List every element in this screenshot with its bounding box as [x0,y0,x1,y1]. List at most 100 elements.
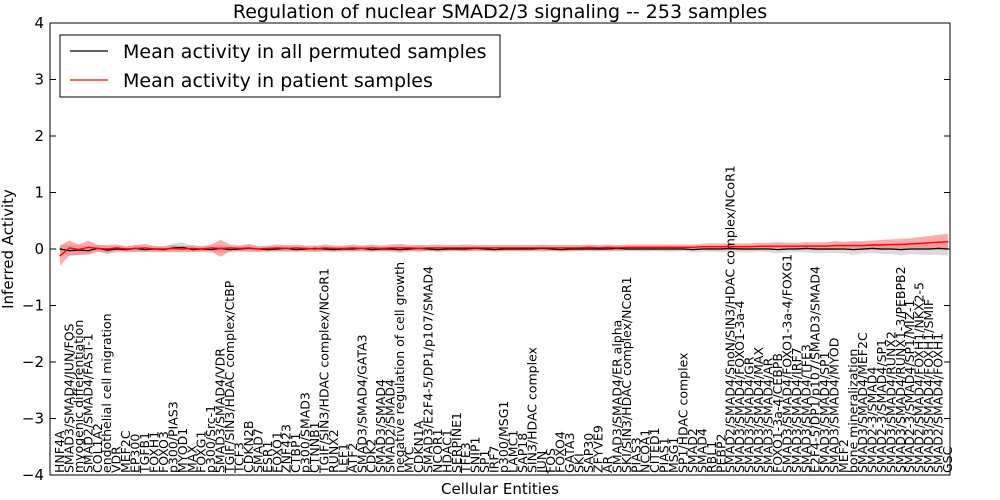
category-label: GSC [940,446,955,473]
category-label: PIAS1 [657,437,672,473]
category-label: CDKN2B [241,421,256,473]
patient-point [522,247,524,249]
patient-point [758,245,760,247]
permuted-point [730,247,732,249]
permuted-point [824,248,826,250]
category-label: SMAD3/SMAD4/ER alpha [609,320,624,473]
permuted-point [843,248,845,250]
permuted-point [191,249,193,251]
patient-point [286,247,288,249]
patient-point [843,245,845,247]
patient-point [494,247,496,249]
patient-point [739,246,741,248]
y-tick-label: 4 [34,14,44,32]
category-label: SMAD3/SMAD4/FOXO1-3a-4 [732,300,747,473]
permuted-point [569,248,571,250]
category-label: TGIF/SIN3/HDAC complex/CtBP [222,280,237,474]
patient-point [730,246,732,248]
series-lines [59,241,949,257]
category-label: ESR1 [260,441,275,473]
category-label: FOS [543,448,558,473]
y-tick-label: 0 [34,240,44,258]
category-label: RBL1 [704,441,719,473]
patient-point [541,247,543,249]
patient-point [116,247,118,249]
permuted-point [852,249,855,251]
category-label: MAX [184,445,199,473]
category-label: GATA3 [562,433,577,473]
category-label: TGIF/SIN3/HDAC complex/NCoR1 [317,268,332,474]
permuted-point [805,247,807,249]
category-label: SMAD3/E2F4-5/DP1/p107/SMAD4 [420,266,435,473]
category-label: FOXG1 [194,431,209,473]
permuted-point [909,248,911,250]
permuted-point [777,249,779,251]
patient-point [531,247,533,249]
category-label: SAP18 [515,433,530,473]
permuted-point [59,248,61,250]
patient-point [427,247,429,249]
permuted-point [834,248,836,250]
patient-point [512,247,515,249]
patient-point [588,246,590,248]
category-label: TFE3 [458,442,473,474]
patient-point [361,247,363,249]
permuted-point [210,249,212,251]
chart-title: Regulation of nuclear SMAD2/3 signaling … [233,1,767,23]
permuted-point [607,248,609,250]
permuted-point [427,248,429,250]
patient-point [626,246,628,248]
patient-point [106,248,108,250]
permuted-point [739,248,741,250]
category-label: SMAD3/SMAD4/FOXO1-3a-4/FOXG1 [779,254,794,473]
y-tick-label: 3 [34,71,44,89]
category-label: FOXH1 [147,431,162,473]
permuted-point [437,249,439,251]
category-label: p300/Src-1 [203,405,218,473]
permuted-point [531,248,533,250]
patient-point [560,247,562,249]
patient-point [305,247,307,249]
patient-point [418,247,420,249]
patient-point [456,247,458,249]
category-label: JUN [534,451,549,474]
permuted-point [106,249,108,251]
category-label: HNF4A [52,430,67,473]
category-label: SP1/HDAC complex [676,353,691,473]
permuted-point [664,248,666,250]
patient-point [210,247,212,249]
permuted-point [512,248,515,250]
permuted-point [465,248,467,250]
permuted-point [673,248,675,250]
permuted-point [371,249,373,251]
category-label: PIAS3 [628,437,643,473]
patient-point [777,245,779,247]
patient-point [390,247,392,249]
patient-point [796,245,798,247]
permuted-point [815,248,817,250]
category-label: SMAD2/SMAD4/FOXH1 [931,333,946,473]
category-label: SP1 [477,450,492,473]
category-label: HDAC1 [439,429,454,473]
patient-point [654,246,656,248]
category-label: SKI [572,453,587,473]
category-label: FOXO3 [156,431,171,473]
patient-point [144,247,146,249]
patient-point [314,248,316,250]
permuted-point [399,249,401,251]
patient-point [616,247,619,249]
patient-point [399,247,401,249]
patient-band [60,233,948,266]
category-label: PEBP2 [713,433,728,473]
category-label: MYOD1 [175,428,190,473]
category-label: CITED1 [647,427,662,473]
category-label: SNIP1 [468,437,483,473]
patient-point [786,245,789,247]
category-label: SMAD2-3/SMAD4/SP1 [874,339,889,473]
patient-point [682,246,685,248]
legend-label-patient: Mean activity in patient samples [123,70,433,92]
permuted-point [749,248,751,250]
patient-point [172,247,174,249]
patient-point [579,247,581,249]
category-label: SIN3/HDAC complex [524,347,539,473]
